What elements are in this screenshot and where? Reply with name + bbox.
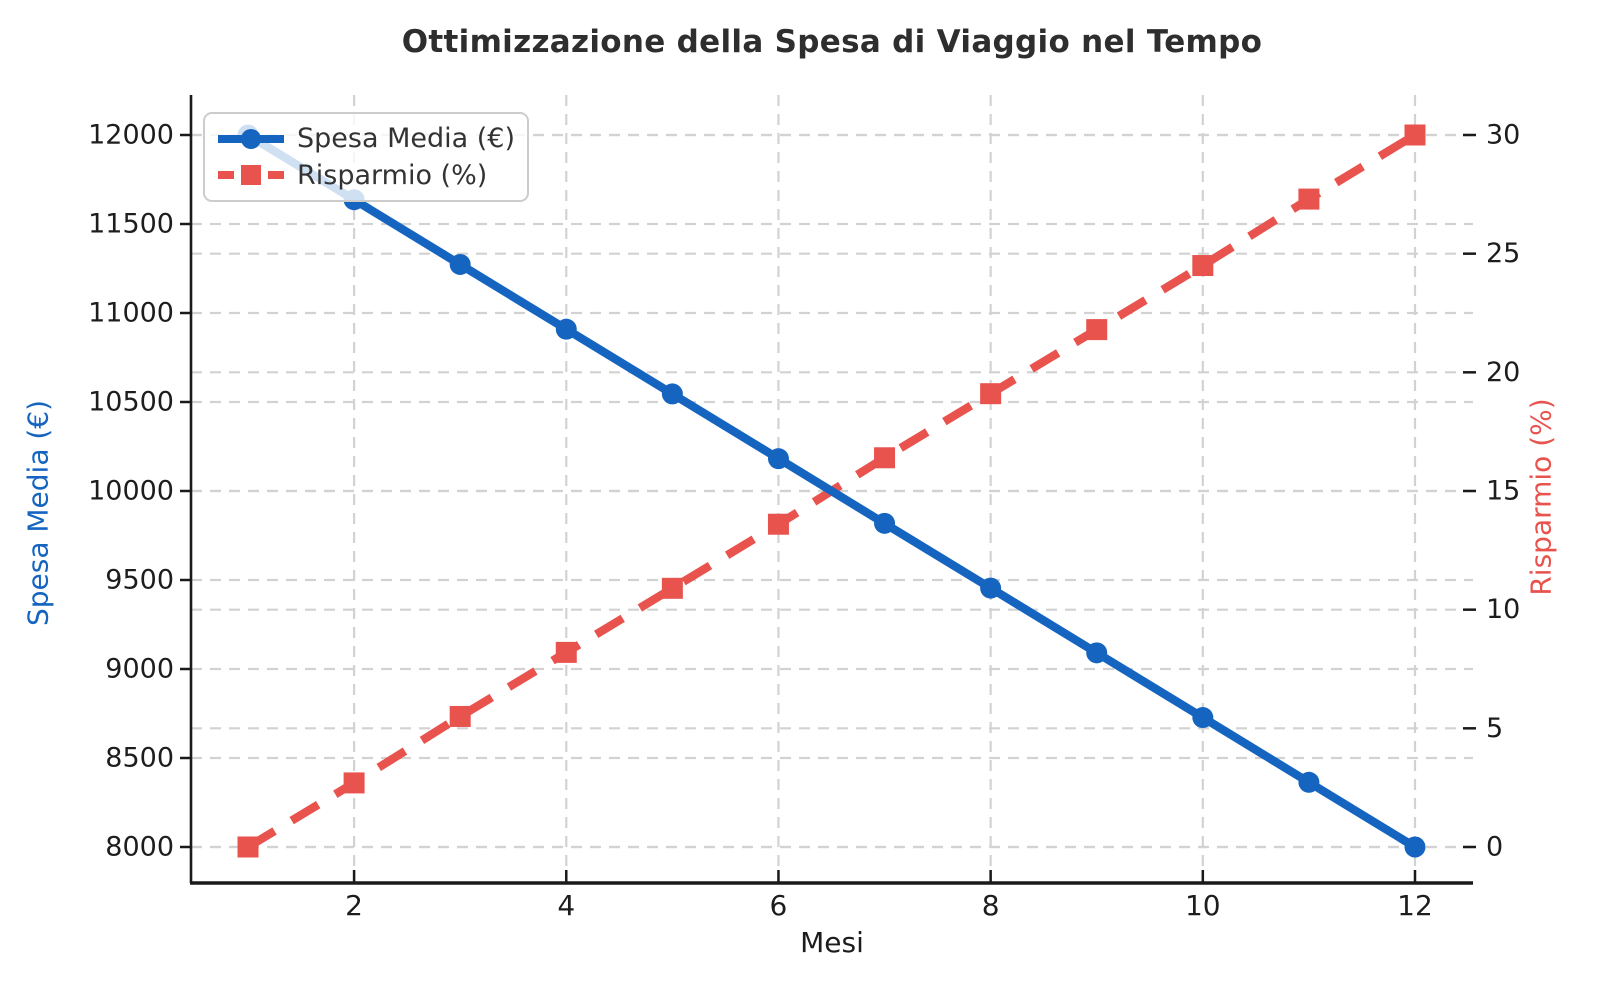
circle-marker-icon (241, 128, 261, 149)
y-right-tick-label: 15 (1486, 476, 1520, 507)
data-point-square (237, 836, 259, 858)
data-point-square (1298, 188, 1320, 210)
data-point-circle (661, 383, 683, 405)
x-axis-label: Mesi (800, 926, 864, 959)
data-point-circle (1086, 642, 1108, 664)
chart-title: Ottimizzazione della Spesa di Viaggio ne… (401, 24, 1263, 60)
legend-sample-spesa (218, 128, 284, 149)
data-point-circle (449, 253, 471, 275)
data-point-square (343, 772, 365, 794)
x-tick-label: 8 (982, 889, 1000, 922)
y-right-tick-label: 25 (1486, 238, 1520, 269)
legend: Spesa Media (€) Risparmio (%) (203, 112, 529, 202)
data-point-square (555, 641, 577, 663)
data-point-circle (1192, 707, 1214, 729)
data-point-circle (980, 577, 1002, 599)
data-point-circle (874, 512, 896, 534)
legend-item-risparmio: Risparmio (%) (205, 160, 527, 191)
legend-label-spesa: Spesa Media (€) (297, 123, 516, 155)
x-tick-label: 6 (770, 889, 788, 922)
data-point-square (767, 513, 789, 535)
data-point-square (1086, 319, 1108, 341)
x-tick-label: 2 (345, 889, 363, 922)
legend-label-risparmio: Risparmio (%) (297, 159, 488, 191)
x-tick-label: 4 (557, 889, 575, 922)
data-point-square (449, 705, 471, 727)
data-point-square (1404, 124, 1426, 146)
x-tick-label: 10 (1185, 889, 1221, 922)
data-point-circle (555, 318, 577, 340)
y-right-tick-label: 5 (1486, 713, 1503, 744)
y-left-tick-label: 10000 (88, 476, 174, 507)
y-left-tick-label: 9000 (105, 654, 174, 685)
data-point-square (980, 383, 1002, 405)
square-marker-icon (241, 165, 261, 186)
legend-sample-risparmio (218, 165, 284, 186)
y-right-tick-label: 10 (1486, 594, 1520, 625)
y-right-tick-label: 0 (1486, 832, 1503, 863)
y-left-tick-label: 11500 (88, 209, 174, 240)
y-left-tick-label: 12000 (88, 120, 174, 151)
y-right-tick-label: 30 (1486, 120, 1520, 151)
y-left-tick-label: 8000 (105, 832, 174, 863)
data-point-square (874, 447, 896, 469)
y-left-tick-label: 10500 (88, 387, 174, 418)
data-point-circle (1404, 836, 1426, 858)
series-line-spesa (245, 131, 1418, 851)
data-point-circle (1298, 771, 1320, 793)
y-left-tick-label: 8500 (105, 743, 174, 774)
y-left-tick-label: 9500 (105, 565, 174, 596)
data-point-circle (767, 448, 789, 470)
y-left-tick-label: 11000 (88, 298, 174, 329)
legend-item-spesa-media: Spesa Media (€) (205, 123, 527, 154)
y-right-tick-label: 20 (1486, 357, 1520, 388)
data-point-square (1192, 255, 1214, 277)
data-point-square (661, 577, 683, 599)
x-tick-label: 12 (1397, 889, 1433, 922)
